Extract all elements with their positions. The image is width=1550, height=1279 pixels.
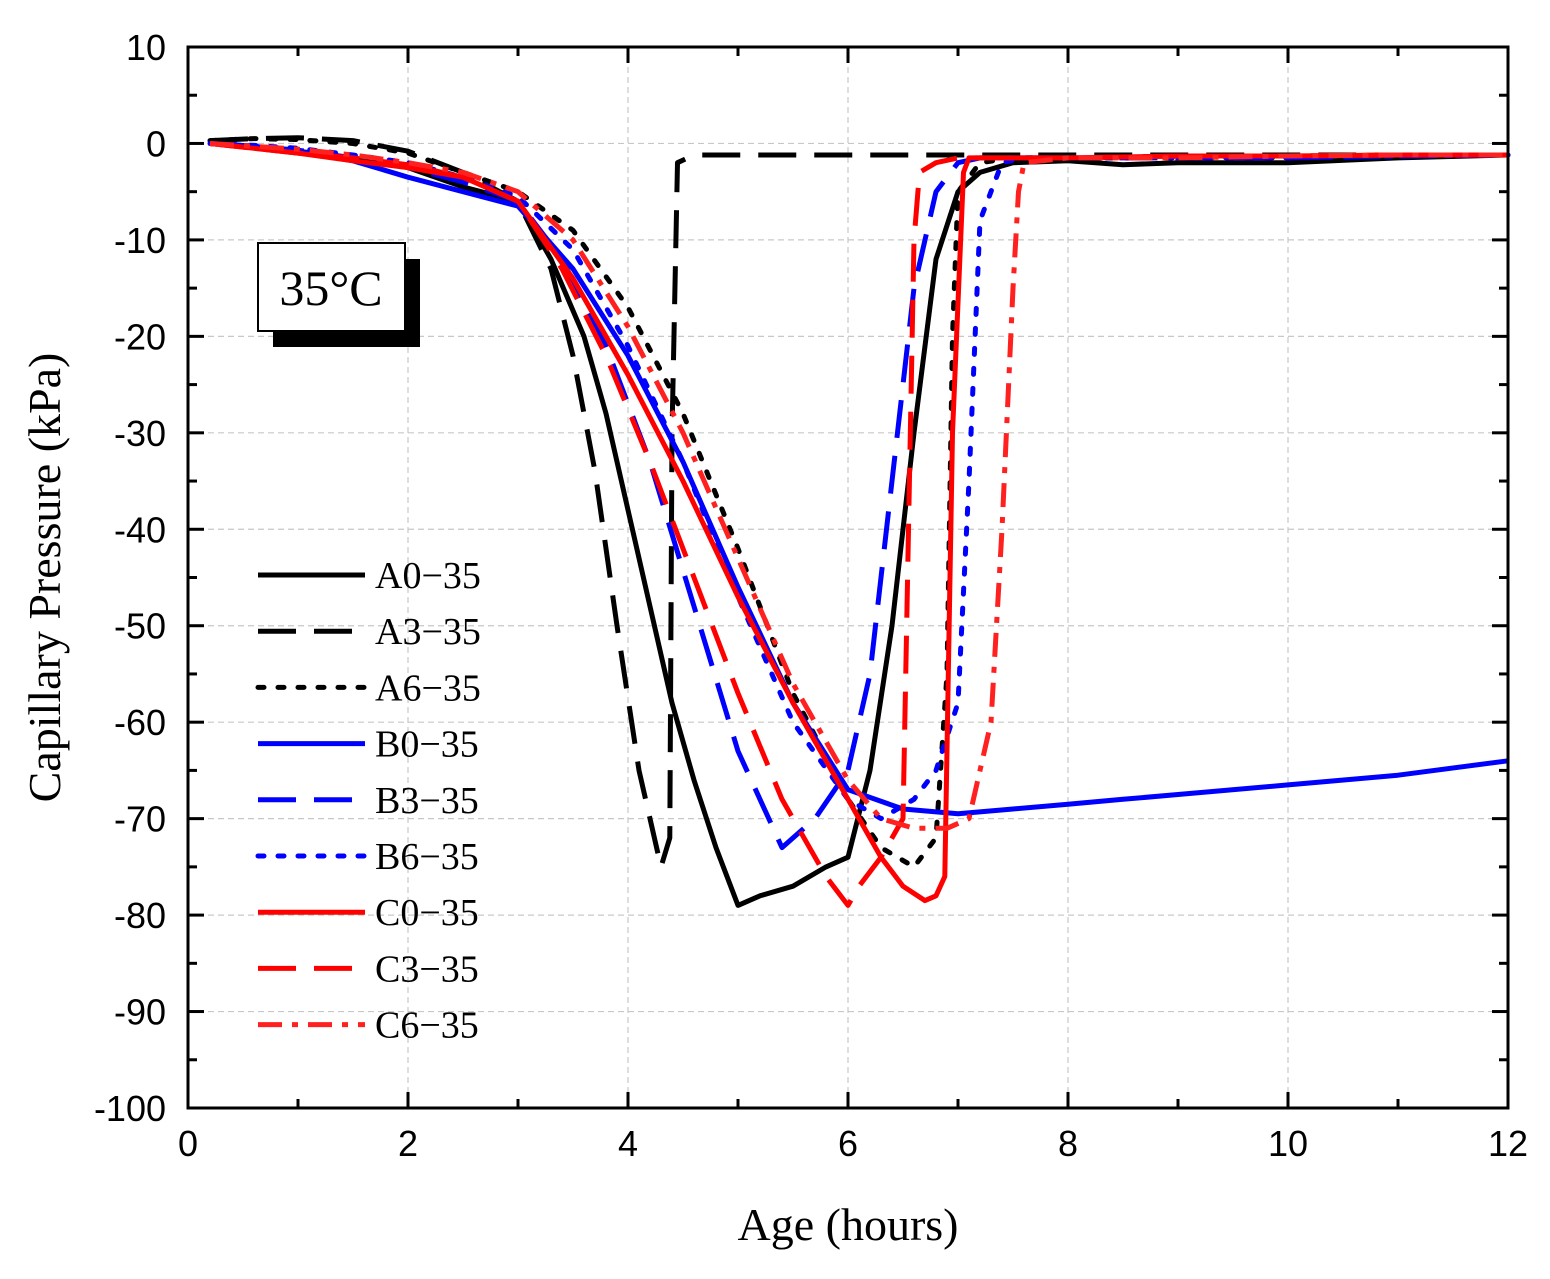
legend-label: C3−35 [375,948,479,990]
y-axis-title: Capillary Pressure (kPa) [19,353,70,803]
y-tick-label: -10 [114,220,166,261]
x-tick-label: 0 [178,1123,198,1164]
y-tick-label: 0 [146,123,166,164]
x-tick-label: 2 [398,1123,418,1164]
axis-ticks [186,45,1510,1110]
annotation-text: 35°C [279,260,382,316]
series-group [207,135,1511,908]
legend: A0−35 A3−35 A6−35 B0−35 B3−35 B6−35 C0−35 C3−35… [255,555,481,1047]
x-axis-title: Age (hours) [738,1199,959,1250]
x-tick-label: 12 [1488,1123,1528,1164]
legend-label: A3−35 [375,611,481,653]
legend-label: A6−35 [375,667,481,709]
y-tick-label: -90 [114,992,166,1033]
annotation-box [257,242,406,332]
y-tick-label: -30 [114,413,166,454]
legend-label: C0−35 [375,892,479,934]
series-line-C3−35 [209,141,1508,908]
y-tick-label: -40 [114,509,166,550]
legend-label: B0−35 [375,724,479,766]
temperature-annotation: 35°C [257,242,420,347]
y-tick-label: -80 [114,895,166,936]
x-tick-label: 4 [618,1123,638,1164]
y-tick-label: -100 [94,1088,166,1129]
y-tick-label: -50 [114,606,166,647]
legend-label: B3−35 [375,780,479,822]
x-tick-label: 10 [1268,1123,1308,1164]
series-line-C6−35 [209,141,1508,831]
legend-label: A0−35 [375,555,481,597]
tick-labels: 0 2 4 6 8 10 12 10 0 -10 -20 -30 -40 -50 -60 -70 -80 -90 -… [94,27,1528,1164]
legend-label: C6−35 [375,1005,479,1047]
y-tick-label: 10 [126,27,166,68]
series-line-B6−35 [207,141,1511,822]
y-tick-label: -70 [114,799,166,840]
y-tick-label: -20 [114,316,166,357]
legend-label: B6−35 [375,836,479,878]
x-tick-label: 6 [838,1123,858,1164]
y-tick-label: -60 [114,702,166,743]
x-tick-label: 8 [1058,1123,1078,1164]
